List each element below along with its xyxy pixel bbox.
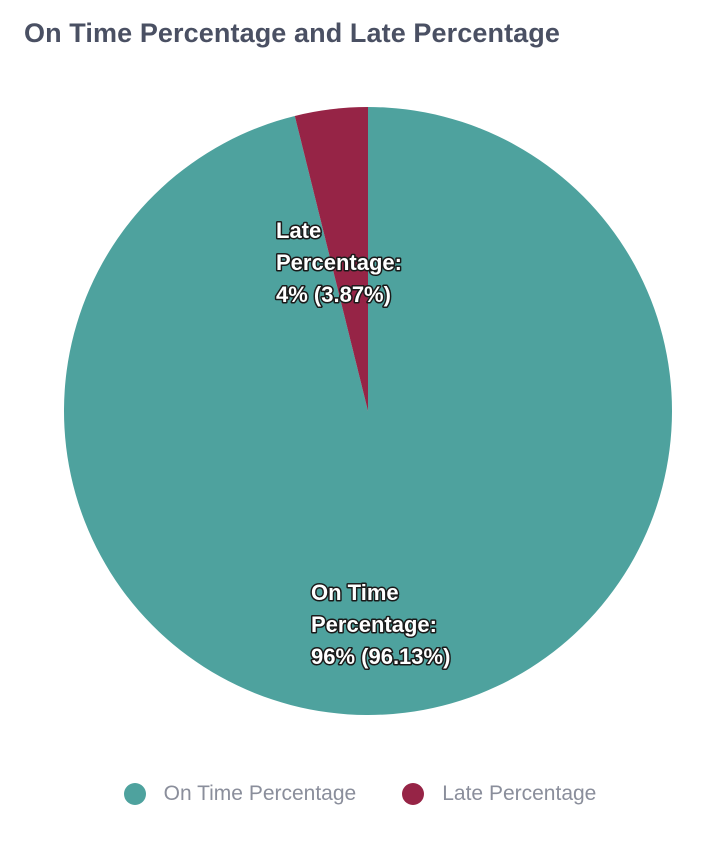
legend-label-late: Late Percentage	[442, 782, 597, 805]
legend-label-on-time: On Time Percentage	[163, 782, 357, 805]
legend-swatch-on-time	[123, 783, 146, 805]
data-label-on-time-percentage: On Time Percentage: 96% (96.13%)	[311, 580, 450, 669]
pie-slices	[63, 107, 673, 715]
legend-item-on-time[interactable]: On Time Percentage	[123, 782, 357, 806]
legend: On Time Percentage Late Percentage	[0, 776, 720, 812]
pie-slice-late-percentage[interactable]	[294, 107, 368, 411]
legend-swatch-late	[402, 783, 425, 805]
chart-title: On Time Percentage and Late Percentage	[24, 18, 560, 48]
pie-labels: On Time Percentage: 96% (96.13%) Late Percen…	[275, 217, 452, 671]
legend-item-late[interactable]: Late Percentage	[402, 782, 596, 806]
data-label-late-percentage: Late Percentage: 4% (3.87%)	[276, 218, 402, 307]
